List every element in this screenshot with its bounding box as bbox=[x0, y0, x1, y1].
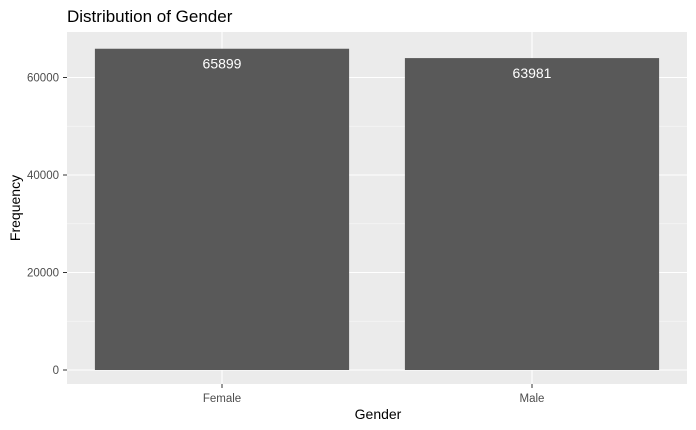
x-tick-label-male: Male bbox=[520, 393, 545, 405]
bar-female bbox=[94, 48, 350, 371]
y-tick-label: 60000 bbox=[27, 73, 59, 85]
y-tick-label: 20000 bbox=[27, 268, 59, 280]
data-label-female: 65899 bbox=[203, 56, 242, 72]
bars bbox=[94, 48, 660, 371]
bar-male bbox=[404, 58, 660, 371]
x-axis-title: Gender bbox=[355, 406, 402, 422]
x-tick-label-female: Female bbox=[203, 393, 241, 405]
data-labels: 65899 63981 bbox=[203, 56, 552, 81]
data-label-male: 63981 bbox=[513, 65, 552, 81]
x-axis: Female Male bbox=[203, 384, 545, 405]
y-axis: 0 20000 40000 60000 bbox=[27, 73, 67, 377]
y-axis-title: Frequency bbox=[7, 175, 23, 241]
y-tick-label: 40000 bbox=[27, 170, 59, 182]
y-tick-label: 0 bbox=[53, 365, 59, 377]
chart-title: Distribution of Gender bbox=[67, 7, 233, 26]
